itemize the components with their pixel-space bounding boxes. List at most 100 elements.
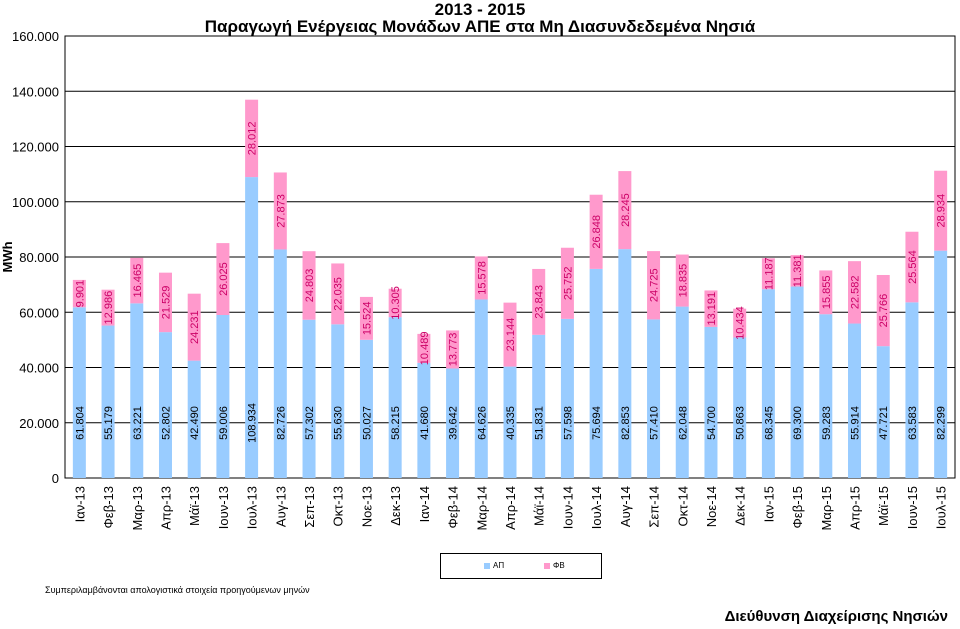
- data-label-fv: 26.025: [218, 262, 230, 296]
- x-tick-label: Ιουν-13: [216, 486, 231, 529]
- bar-segment-fv: [130, 257, 144, 304]
- data-label-ap: 64.626: [476, 406, 488, 440]
- data-label-fv: 24.803: [304, 269, 316, 303]
- data-label-ap: 57.302: [304, 406, 316, 440]
- data-label-fv: 12.986: [103, 291, 115, 325]
- bar-segment-ap: [388, 317, 402, 478]
- data-label-fv: 10.305: [390, 286, 402, 320]
- footnote: Συμπεριλαμβάνονται απολογιστικά στοιχεία…: [45, 585, 310, 595]
- legend-swatch-ap: [484, 563, 490, 569]
- bar-segment-fv: [589, 194, 603, 269]
- bar-segment-ap: [158, 332, 172, 478]
- data-label-ap: 47.721: [878, 406, 890, 440]
- data-label-fv: 25.752: [562, 266, 574, 300]
- legend-label-ap: ΑΠ: [493, 561, 505, 570]
- data-label-fv: 10.489: [419, 332, 431, 366]
- chart-title-line1: 2013 - 2015: [434, 0, 526, 19]
- x-tick-label: Δεκ-13: [388, 486, 403, 526]
- bar-segment-fv: [876, 274, 890, 347]
- bar-segment-ap: [216, 314, 230, 478]
- data-label-ap: 58.215: [390, 406, 402, 440]
- data-label-ap: 69.300: [792, 406, 804, 440]
- bar-segment-fv: [216, 243, 230, 315]
- bar-segment-fv: [819, 270, 833, 315]
- x-tick-label: Δεκ-14: [733, 486, 748, 526]
- data-label-ap: 82.853: [620, 406, 632, 440]
- data-label-fv: 24.725: [649, 268, 661, 302]
- y-tick-label: 120.000: [12, 140, 59, 155]
- bar-segment-fv: [647, 251, 661, 320]
- data-label-ap: 61.804: [74, 406, 86, 440]
- x-tick-label: Φεβ-14: [446, 486, 461, 528]
- data-label-fv: 28.934: [936, 194, 948, 228]
- bar-segment-fv: [245, 99, 259, 178]
- data-label-fv: 28.245: [620, 193, 632, 227]
- x-tick-label: Αυγ-14: [618, 486, 633, 527]
- bar-segment-ap: [130, 303, 144, 478]
- data-label-fv: 13.773: [448, 333, 460, 367]
- y-tick-label: 100.000: [12, 195, 59, 210]
- data-label-fv: 23.843: [534, 285, 546, 319]
- data-label-ap: 55.914: [850, 406, 862, 440]
- bar-segment-fv: [848, 261, 862, 324]
- bar-segment-fv: [72, 279, 86, 308]
- data-label-fv: 25.766: [878, 294, 890, 328]
- bar-segment-ap: [733, 337, 747, 478]
- bar-segment-fv: [790, 255, 804, 287]
- bar-segment-ap: [331, 324, 345, 478]
- data-label-ap: 54.700: [706, 406, 718, 440]
- bar-segment-ap: [302, 319, 316, 478]
- data-label-fv: 9.901: [74, 280, 86, 308]
- x-tick-label: Αυγ-13: [273, 486, 288, 527]
- bar-segment-ap: [790, 286, 804, 478]
- data-label-fv: 11.187: [763, 257, 775, 290]
- legend-swatch-fv: [544, 563, 550, 569]
- data-label-ap: 55.179: [103, 406, 115, 440]
- bar-segment-fv: [733, 308, 747, 338]
- bar-segment-ap: [359, 339, 373, 478]
- x-tick-label: Μαρ-13: [130, 486, 145, 531]
- bar-segment-fv: [101, 289, 115, 326]
- bar-segment-ap: [503, 366, 517, 478]
- bar-segment-ap: [72, 307, 86, 478]
- x-tick-label: Απρ-14: [503, 486, 518, 530]
- data-label-fv: 27.873: [275, 194, 287, 228]
- bar-segment-ap: [474, 299, 488, 478]
- y-tick-label: 0: [52, 471, 59, 486]
- data-label-ap: 63.583: [907, 406, 919, 440]
- chart-title-line2: Παραγωγή Ενέργειας Μονάδων ΑΠΕ στα Μη Δι…: [204, 17, 756, 36]
- data-label-fv: 22.582: [850, 276, 862, 310]
- data-label-ap: 108.934: [247, 403, 259, 443]
- bar-segment-fv: [331, 263, 345, 325]
- legend-label-fv: ΦΒ: [553, 561, 565, 570]
- x-tick-label: Νοε-13: [359, 486, 374, 527]
- bar-segment-fv: [158, 272, 172, 333]
- x-tick-label: Απρ-13: [158, 486, 173, 530]
- bar-segment-ap: [446, 368, 460, 478]
- data-label-fv: 10.434: [735, 306, 747, 340]
- data-label-ap: 50.863: [735, 406, 747, 440]
- data-label-ap: 50.027: [361, 406, 373, 440]
- x-tick-label: Φεβ-13: [101, 486, 116, 528]
- bar-segment-ap: [101, 325, 115, 478]
- x-tick-label: Μάϊ-14: [532, 486, 547, 526]
- data-label-fv: 26.848: [591, 215, 603, 249]
- x-tick-label: Νοε-14: [704, 486, 719, 527]
- x-tick-label: Ιαν-14: [417, 486, 432, 522]
- bar-segment-ap: [589, 268, 603, 478]
- data-label-ap: 52.802: [160, 406, 172, 440]
- x-tick-label: Μαρ-15: [819, 486, 834, 531]
- data-label-ap: 41.680: [419, 406, 431, 440]
- bar-segment-ap: [934, 250, 948, 478]
- bar-segment-ap: [848, 323, 862, 478]
- bar-segment-fv: [417, 333, 431, 363]
- data-label-ap: 57.410: [649, 406, 661, 440]
- data-label-ap: 39.642: [448, 406, 460, 440]
- bar-segment-fv: [618, 171, 632, 250]
- data-label-fv: 28.012: [247, 122, 259, 156]
- bar-segment-ap: [560, 318, 574, 478]
- data-label-fv: 18.835: [677, 264, 689, 298]
- data-label-fv: 15.855: [821, 276, 833, 310]
- y-tick-label: 140.000: [12, 84, 59, 99]
- bar-segment-fv: [273, 172, 287, 250]
